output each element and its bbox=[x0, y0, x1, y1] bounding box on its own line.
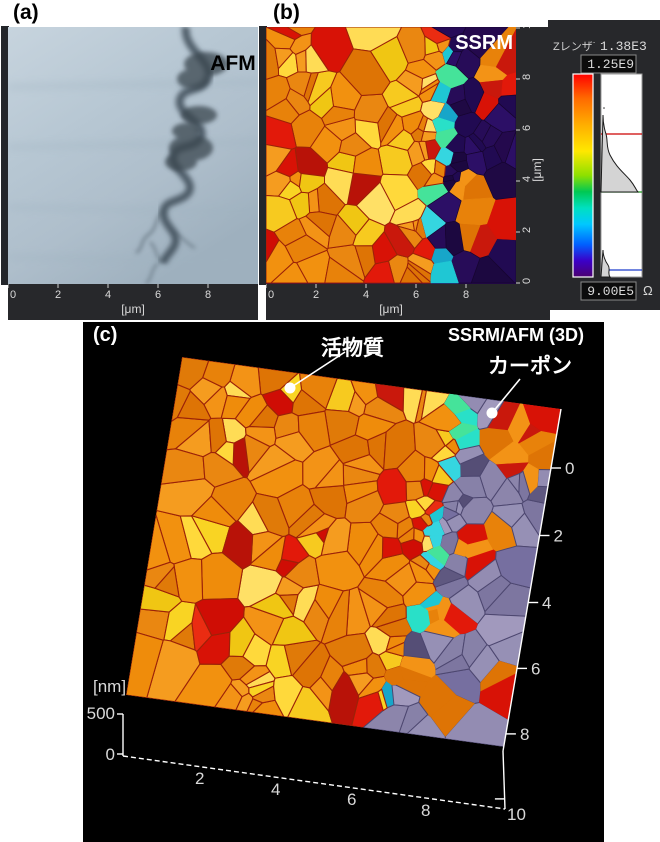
svg-text:0: 0 bbox=[10, 289, 16, 301]
svg-text:6: 6 bbox=[347, 790, 356, 809]
svg-text:8: 8 bbox=[520, 725, 529, 744]
svg-text:4: 4 bbox=[105, 289, 111, 301]
svg-text:9.00E5: 9.00E5 bbox=[587, 284, 634, 299]
svg-text:2: 2 bbox=[521, 227, 533, 233]
svg-text:SSRM: SSRM bbox=[455, 32, 513, 54]
svg-text:0: 0 bbox=[268, 289, 274, 301]
svg-text:2: 2 bbox=[195, 769, 204, 788]
svg-text:4: 4 bbox=[542, 594, 551, 613]
svg-text:6: 6 bbox=[413, 289, 419, 301]
svg-text:1.38E3: 1.38E3 bbox=[600, 39, 647, 54]
svg-text:[nm]: [nm] bbox=[93, 677, 126, 696]
svg-text:[μm]: [μm] bbox=[379, 302, 403, 316]
svg-text:2: 2 bbox=[55, 289, 61, 301]
svg-text:0: 0 bbox=[521, 278, 533, 284]
svg-text:6: 6 bbox=[155, 289, 161, 301]
svg-text:AFM: AFM bbox=[210, 52, 256, 75]
svg-text:500: 500 bbox=[87, 704, 115, 723]
svg-text:8: 8 bbox=[521, 74, 533, 80]
svg-text:2: 2 bbox=[554, 527, 563, 546]
svg-text:1.25E9: 1.25E9 bbox=[587, 57, 634, 72]
svg-text:8: 8 bbox=[463, 289, 469, 301]
svg-text:2: 2 bbox=[313, 289, 319, 301]
svg-text:0: 0 bbox=[106, 745, 115, 764]
svg-text:6: 6 bbox=[531, 659, 540, 678]
svg-text:[μm]: [μm] bbox=[121, 302, 145, 316]
svg-text:10: 10 bbox=[507, 805, 526, 824]
svg-text:4: 4 bbox=[363, 289, 369, 301]
svg-text:Ω: Ω bbox=[643, 283, 653, 298]
svg-text:0: 0 bbox=[565, 459, 574, 478]
svg-text:4: 4 bbox=[271, 780, 280, 799]
svg-text:8: 8 bbox=[205, 289, 211, 301]
svg-text:6: 6 bbox=[521, 125, 533, 131]
svg-text:8: 8 bbox=[421, 801, 430, 820]
svg-text:[μm]: [μm] bbox=[530, 158, 544, 182]
svg-text:10: 10 bbox=[521, 27, 533, 29]
svg-text:Zレンザ˙: Zレンザ˙ bbox=[553, 40, 596, 53]
